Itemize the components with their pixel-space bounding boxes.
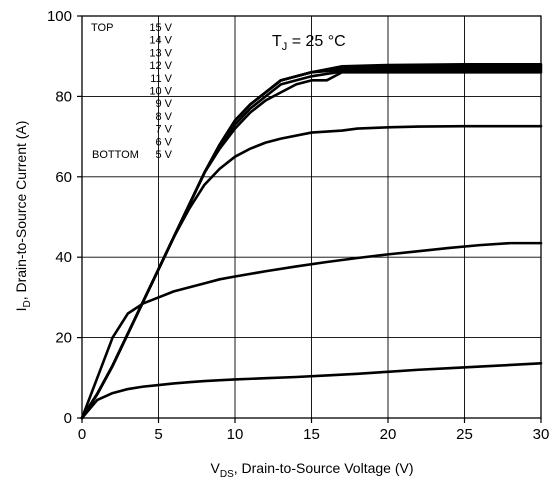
series-group	[80, 62, 543, 420]
y-tick-label: 60	[55, 169, 72, 186]
x-tick-label: 25	[456, 426, 473, 443]
grid	[82, 16, 541, 418]
legend-entry: TOP 15 V	[91, 22, 173, 34]
y-tick-label: 100	[47, 8, 72, 25]
legend-prefix: TOP	[91, 22, 113, 34]
x-tick-label: 30	[533, 426, 550, 443]
y-axis-label: ID, Drain-to-Source Current (A)	[13, 121, 33, 312]
junction-temp-annotation: TJ = 25 °C	[272, 33, 346, 53]
legend-entry: 7 V	[155, 124, 172, 136]
legend-entry: 14 V	[149, 35, 172, 47]
legend-label: 15 V	[149, 22, 172, 34]
y-tick-label: 20	[55, 330, 72, 347]
legend-entry: 9 V	[155, 98, 172, 110]
legend-label: 13 V	[149, 47, 172, 59]
tick-labels: 0 5 10 15 20 25 30 0 20 40 60 80 100	[47, 8, 549, 443]
legend-entry: 13 V	[149, 47, 172, 59]
x-tick-label: 15	[303, 426, 320, 443]
series-line-8	[80, 241, 543, 420]
series-line-7	[80, 124, 543, 420]
y-tick-label: 80	[55, 88, 72, 105]
legend-prefix: BOTTOM	[92, 149, 139, 161]
legend-entry: BOTTOM 5 V	[92, 149, 173, 161]
y-tick-label: 0	[64, 410, 72, 427]
x-tick-label: 20	[380, 426, 397, 443]
legend-entry: 8 V	[155, 111, 172, 123]
x-tick-label: 5	[154, 426, 162, 443]
legend: TOP 15 V14 V13 V12 V11 V10 V9 V8 V7 V6 VB…	[91, 22, 173, 161]
legend-label: 5 V	[155, 149, 172, 161]
x-tick-label: 10	[227, 426, 244, 443]
legend-entry: 11 V	[150, 73, 172, 85]
legend-entry: 10 V	[149, 86, 172, 98]
y-tick-label: 40	[55, 249, 72, 266]
legend-label: 7 V	[155, 124, 172, 136]
x-tick-label: 0	[78, 426, 86, 443]
legend-entry: 6 V	[155, 136, 172, 148]
legend-entry: 12 V	[149, 60, 172, 72]
legend-label: 9 V	[155, 98, 172, 110]
legend-label: 12 V	[149, 60, 172, 72]
legend-label: 10 V	[149, 86, 172, 98]
legend-label: 6 V	[155, 136, 172, 148]
series-line-9	[80, 362, 543, 420]
legend-label: 14 V	[149, 35, 172, 47]
x-axis-label: VDS, Drain-to-Source Voltage (V)	[211, 460, 414, 479]
legend-label: 8 V	[155, 111, 172, 123]
legend-label: 11 V	[150, 73, 172, 85]
